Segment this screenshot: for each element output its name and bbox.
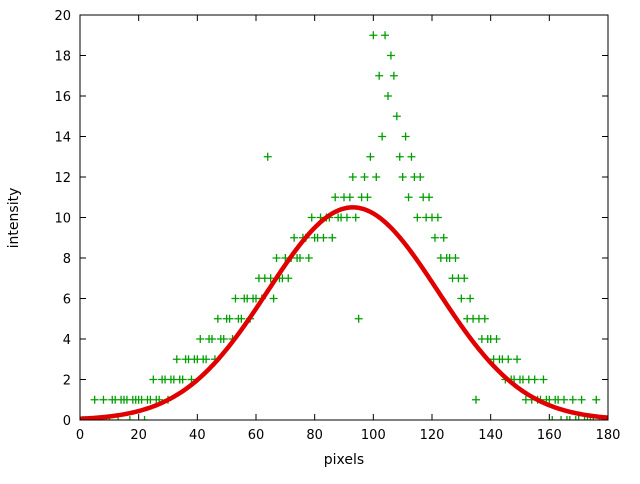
y-tick-label: 14	[54, 131, 71, 146]
y-tick-label: 4	[63, 333, 71, 348]
tick-marks	[79, 14, 609, 421]
y-axis-label: intensity	[6, 188, 22, 249]
y-tick-label: 6	[63, 293, 71, 308]
x-tick-label: 60	[248, 428, 265, 443]
x-tick-label: 160	[537, 428, 562, 443]
y-tick-label: 16	[54, 90, 71, 105]
x-tick-label: 140	[478, 428, 503, 443]
y-tick-label: 10	[54, 212, 71, 227]
x-tick-label: 40	[189, 428, 206, 443]
y-tick-label: 8	[63, 252, 71, 267]
gaussian-fit-path	[80, 205, 608, 420]
plot-border-rect	[79, 14, 609, 421]
y-tick-label: 12	[54, 171, 71, 186]
x-tick-label: 180	[596, 428, 621, 443]
tick-labels: 0 20 40 60 80 100 120 140 160 180 0 2 4 6 8 10 12 14 16 18 2…	[54, 9, 620, 443]
y-tick-label: 0	[63, 414, 71, 429]
y-tick-label: 20	[54, 9, 71, 24]
x-tick-label: 120	[420, 428, 445, 443]
y-tick-label: 18	[54, 50, 71, 65]
x-tick-label: 20	[130, 428, 147, 443]
scatter-plus-markers	[80, 31, 608, 420]
y-tick-label: 2	[63, 374, 71, 389]
x-tick-label: 80	[306, 428, 323, 443]
x-axis-label: pixels	[324, 452, 364, 468]
scatter-series	[80, 31, 608, 420]
plot-border	[79, 14, 609, 421]
x-tick-label: 100	[361, 428, 386, 443]
fit-curve	[80, 205, 608, 420]
x-tick-label: 0	[76, 428, 84, 443]
